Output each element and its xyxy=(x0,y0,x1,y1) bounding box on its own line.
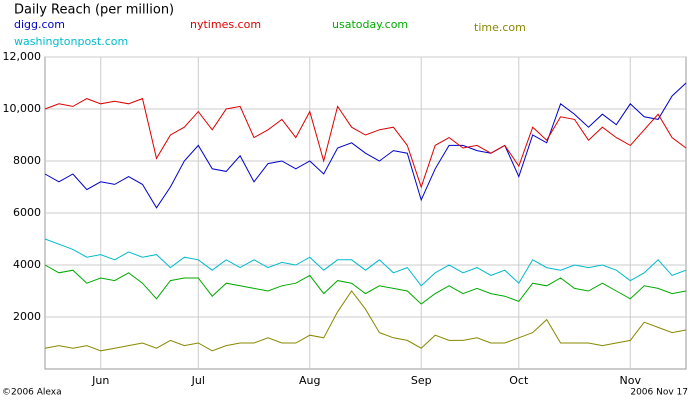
legend-label: nytimes.com xyxy=(190,18,261,31)
credit: ©2006 Alexa xyxy=(2,388,62,398)
date: 2006 Nov 17 xyxy=(630,388,688,398)
x-tick-label: Nov xyxy=(620,374,642,387)
y-tick-label: 4000 xyxy=(13,258,41,271)
x-tick-label: Jun xyxy=(91,374,109,387)
legend-label: washingtonpost.com xyxy=(14,35,128,48)
x-tick-label: Jul xyxy=(191,374,205,387)
series-line xyxy=(44,264,687,305)
chart-title: Daily Reach (per million) xyxy=(14,3,174,18)
legend-label: digg.com xyxy=(14,18,65,31)
x-tick-label: Oct xyxy=(509,374,529,387)
x-tick-label: Sep xyxy=(411,374,432,387)
y-tick-label: 10,000 xyxy=(3,102,42,115)
x-tick-label: Aug xyxy=(299,374,320,387)
y-tick-label: 2000 xyxy=(13,310,41,323)
y-tick-label: 6000 xyxy=(13,206,41,219)
y-tick-label: 12,000 xyxy=(3,50,42,63)
series-line xyxy=(44,290,687,352)
series-line xyxy=(44,82,687,209)
y-tick-label: 8000 xyxy=(13,154,41,167)
series-line xyxy=(44,238,687,287)
series-line xyxy=(44,97,687,189)
legend-label: time.com xyxy=(474,21,526,34)
legend-label: usatoday.com xyxy=(332,18,408,31)
